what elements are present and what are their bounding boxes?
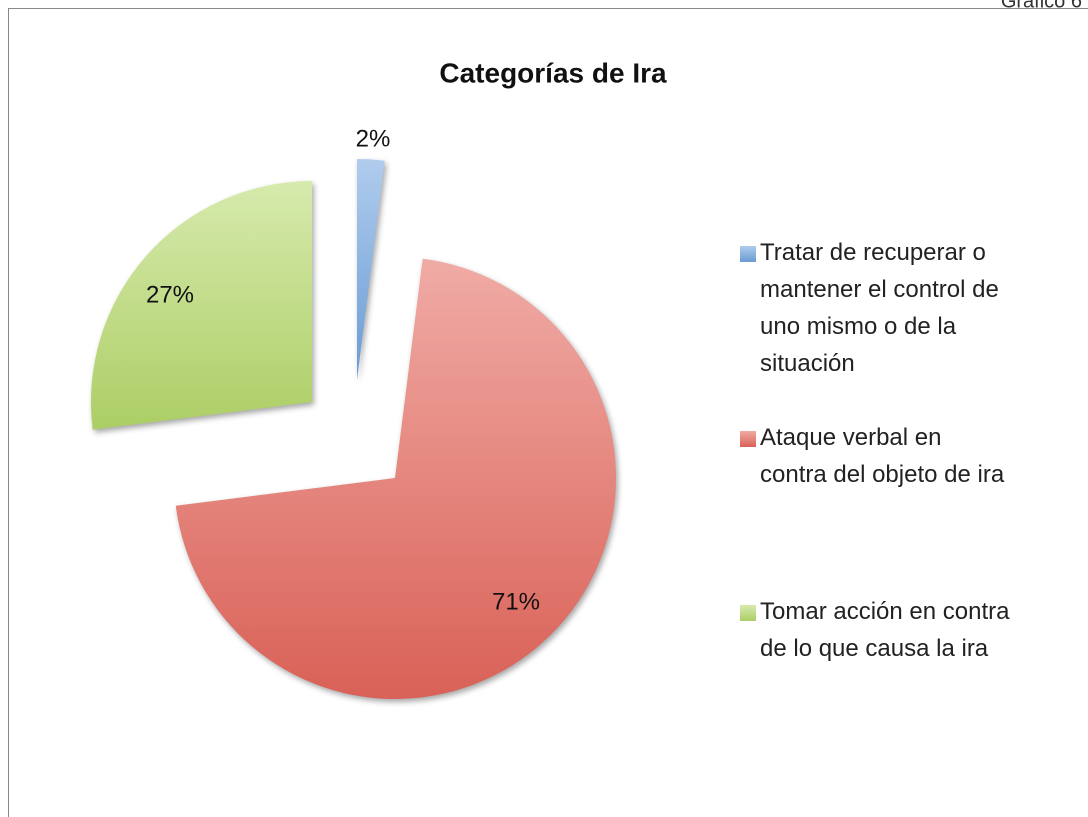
legend-label: Tomar acción en contra de lo que causa l… xyxy=(760,598,1010,662)
legend-swatch xyxy=(740,605,756,621)
data-label: 2% xyxy=(356,125,391,152)
legend-swatch xyxy=(740,431,756,447)
chart-frame xyxy=(8,8,1088,817)
legend-label: Tratar de recuperar o mantener el contro… xyxy=(760,239,999,377)
pie-slice xyxy=(357,159,385,380)
legend-label: Ataque verbal en contra del objeto de ir… xyxy=(760,424,1005,488)
pie-slice xyxy=(91,181,312,430)
data-label: 71% xyxy=(492,588,540,615)
pie-slice xyxy=(175,258,616,699)
legend-swatch xyxy=(740,246,756,262)
data-label: 27% xyxy=(146,281,194,308)
caption: Gráfico 6 xyxy=(1001,0,1082,12)
chart-title: Categorías de Ira xyxy=(439,57,667,88)
